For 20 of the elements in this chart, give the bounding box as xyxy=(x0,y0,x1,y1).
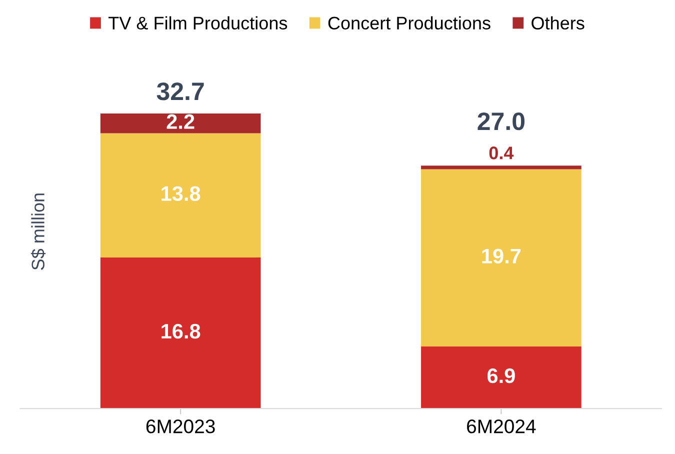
total-label: 32.7 xyxy=(156,82,204,100)
bar xyxy=(421,166,582,170)
data-label: 2.2 xyxy=(166,114,194,129)
bar xyxy=(100,114,261,134)
bar xyxy=(100,257,261,409)
data-label: 19.7 xyxy=(482,248,521,264)
data-label: 16.8 xyxy=(162,324,200,339)
bar xyxy=(421,169,582,347)
data-label: 0.4 xyxy=(489,146,514,160)
legend-label: Concert Productions xyxy=(328,16,490,30)
y-axis-title: S$ million xyxy=(30,194,46,270)
legend-label: TV & Film Productions xyxy=(108,16,288,30)
total-label: 27.0 xyxy=(478,112,524,130)
bar xyxy=(100,133,261,258)
data-label: 13.8 xyxy=(162,186,200,201)
x-tick-label: 6M2024 xyxy=(467,420,536,434)
data-label: 6.9 xyxy=(487,368,515,384)
x-tick-label: 6M2023 xyxy=(146,420,215,434)
bar xyxy=(421,346,582,409)
legend-label: Others xyxy=(532,16,584,30)
